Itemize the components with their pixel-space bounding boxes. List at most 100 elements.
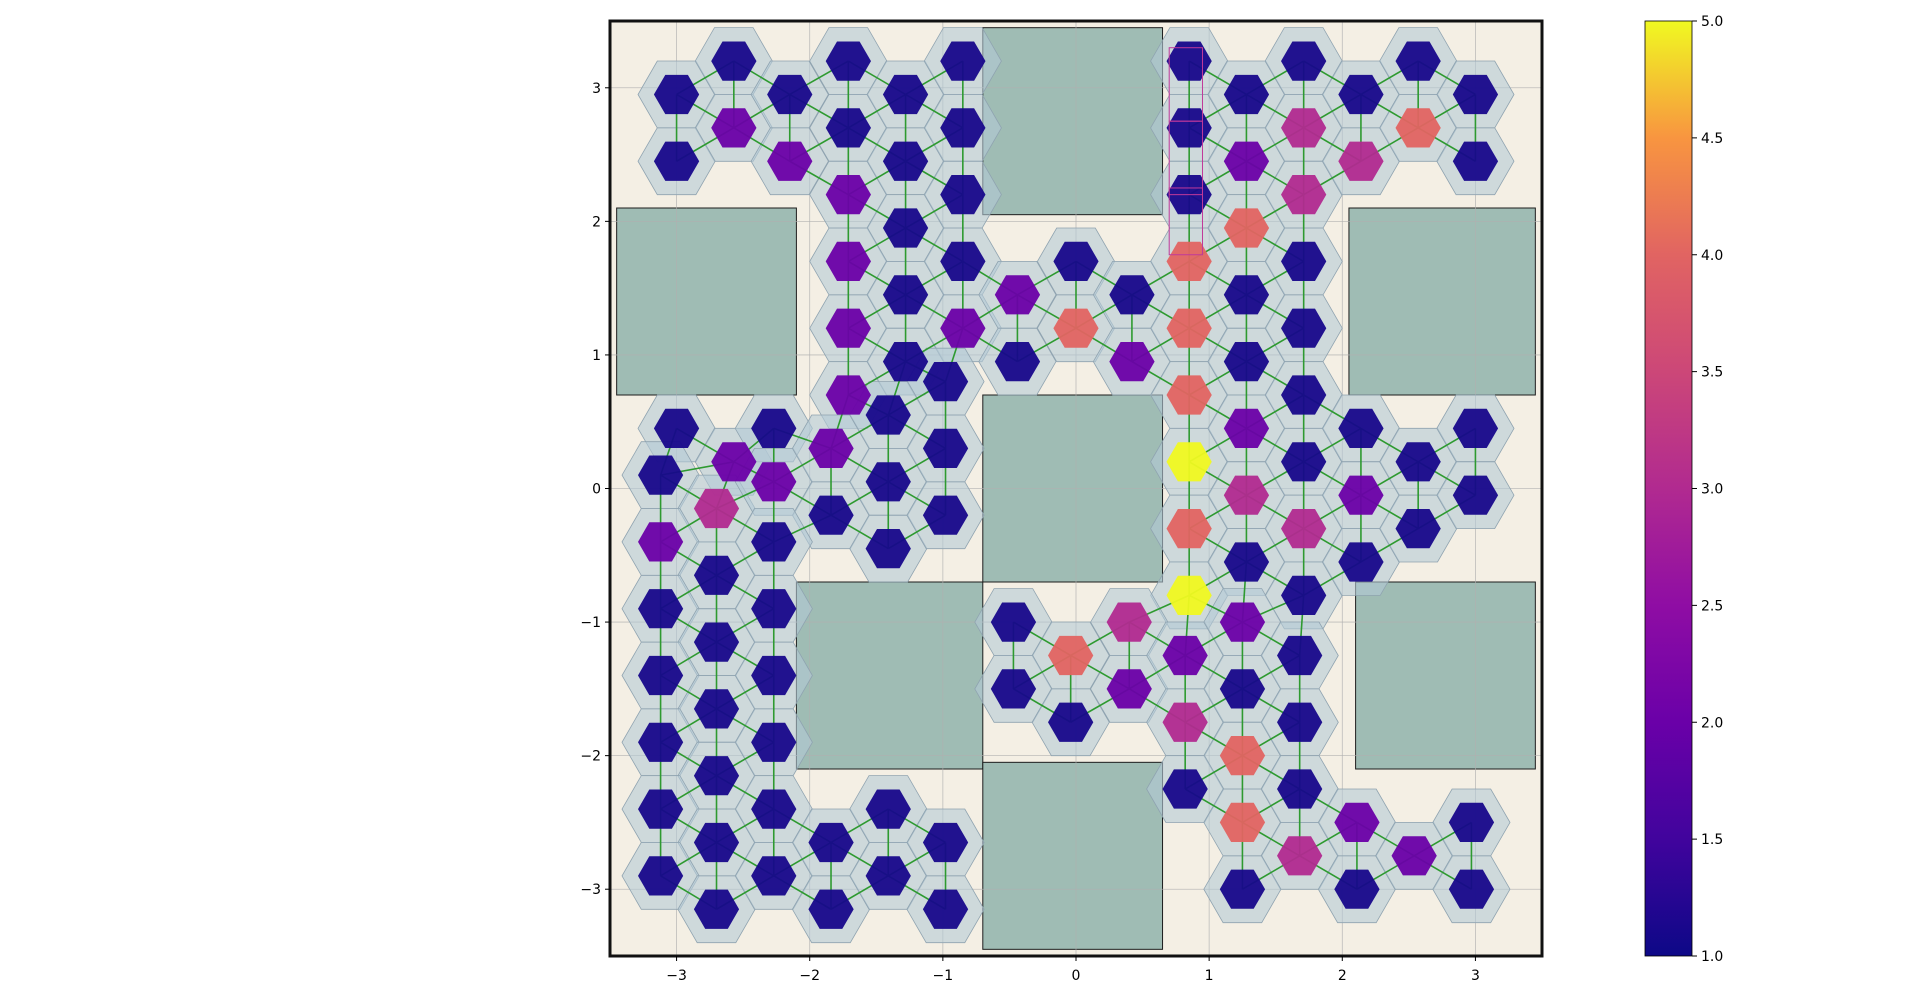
graph-node [1281,509,1327,549]
graph-node [751,722,797,762]
graph-node [1338,408,1384,448]
graph-node [1219,669,1266,709]
graph-node [882,141,929,181]
colorbar-tick-label: 1.0 [1701,949,1723,965]
colorbar-gradient [1644,20,1693,957]
graph-node [990,669,1037,709]
graph-node [1223,542,1270,582]
x-tick-label: −3 [666,968,687,983]
graph-node [1452,74,1499,115]
graph-node [1223,475,1270,515]
y-axis: 3 2 1 0 −1 −2 −3 [580,81,610,898]
graph-node [638,655,684,696]
graph-node [865,856,911,896]
graph-node [1166,308,1212,348]
graph-node [922,362,969,402]
colorbar-tick-label: 5.0 [1701,14,1723,30]
graph-node [751,789,797,829]
blocked-region [616,207,797,396]
graph-node [751,856,797,896]
graph-node [1338,475,1384,515]
colorbar-tick-label: 4.0 [1701,248,1723,264]
graph-node [693,689,740,729]
graph-node [922,889,969,929]
graph-node [638,722,684,762]
graph-node [693,622,740,662]
graph-node [990,602,1037,642]
blocked-region [1355,581,1536,770]
graph-node [1223,342,1270,382]
x-tick-label: 2 [1338,968,1347,983]
graph-node [1281,442,1327,482]
graph-nodes [638,41,1499,929]
graph-node [825,175,871,215]
graph-node [865,529,911,569]
graph-node [711,442,757,482]
graph-node [808,428,854,468]
graph-node [1452,475,1499,515]
graph-node [808,889,854,929]
highlight-rect [1168,120,1203,196]
blocked-region [982,761,1164,950]
x-tick-label: 0 [1072,968,1081,983]
graph-node [1162,702,1208,742]
graph-node [1277,635,1323,676]
y-tick-label: −1 [580,615,601,631]
graph-node [1281,175,1327,215]
blocked-region [982,27,1164,216]
graph-node [825,108,871,148]
colorbar-ticks: 1.0 1.5 2.0 2.5 3.0 3.5 4.0 4.5 5.0 [1692,14,1723,965]
graph-node [1219,736,1266,776]
graph-node [1109,275,1155,315]
y-tick-label: 2 [592,214,601,230]
highlight-rect [1168,187,1203,256]
graph-node [1281,41,1327,81]
colorbar-tick-label: 2.0 [1701,715,1723,731]
graph-node [1162,635,1208,676]
graph-node [1106,602,1152,642]
graph-node [1166,375,1212,415]
graph-node [751,522,797,562]
graph-node [1219,869,1266,909]
graph-node [882,208,929,248]
graph-node [653,74,700,115]
graph-node [767,74,813,115]
graph-node [1452,408,1499,448]
graph-node [994,342,1041,382]
y-tick-label: 3 [592,81,601,97]
graph-node [638,455,684,495]
graph-node [1219,802,1266,842]
x-tick-label: 1 [1205,968,1214,983]
graph-node [751,462,797,502]
graph-node [1334,802,1380,842]
highlight-rects [1168,47,1203,256]
graph-node [1048,702,1094,742]
colorbar-tick-label: 3.0 [1701,482,1723,498]
graph-node [1223,208,1270,248]
graph-node [825,41,871,81]
graph-node [1162,769,1208,809]
graph-node [1452,141,1499,181]
graph-node [1166,241,1212,281]
x-tick-label: −1 [933,968,954,983]
graph-node [808,495,854,535]
graph-node [1334,869,1380,909]
graph-node [1281,108,1327,148]
colorbar-tick-label: 3.5 [1701,365,1723,381]
graph-node [638,856,684,896]
graph-node [767,141,813,181]
graph-node [638,789,684,829]
colorbar-tick-label: 4.5 [1701,131,1723,147]
graph-node [1223,275,1270,315]
graph-node [1223,141,1270,181]
graph-node [882,74,929,115]
graph-node [940,308,986,348]
graph-node [1166,41,1212,81]
graph-node [1338,74,1384,115]
graph-node [825,241,871,281]
graph-node [940,108,986,148]
graph-node [865,395,911,435]
graph-node [1053,241,1099,281]
graph-node [1395,41,1441,81]
